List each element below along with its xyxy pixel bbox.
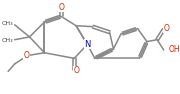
Text: OH: OH	[168, 45, 180, 54]
Text: O: O	[73, 66, 79, 75]
Text: N: N	[84, 40, 91, 49]
Text: O: O	[164, 24, 169, 33]
Text: CH₃: CH₃	[1, 38, 13, 43]
Text: CH₃: CH₃	[1, 21, 13, 26]
Text: O: O	[58, 3, 64, 12]
Text: O: O	[24, 51, 30, 60]
